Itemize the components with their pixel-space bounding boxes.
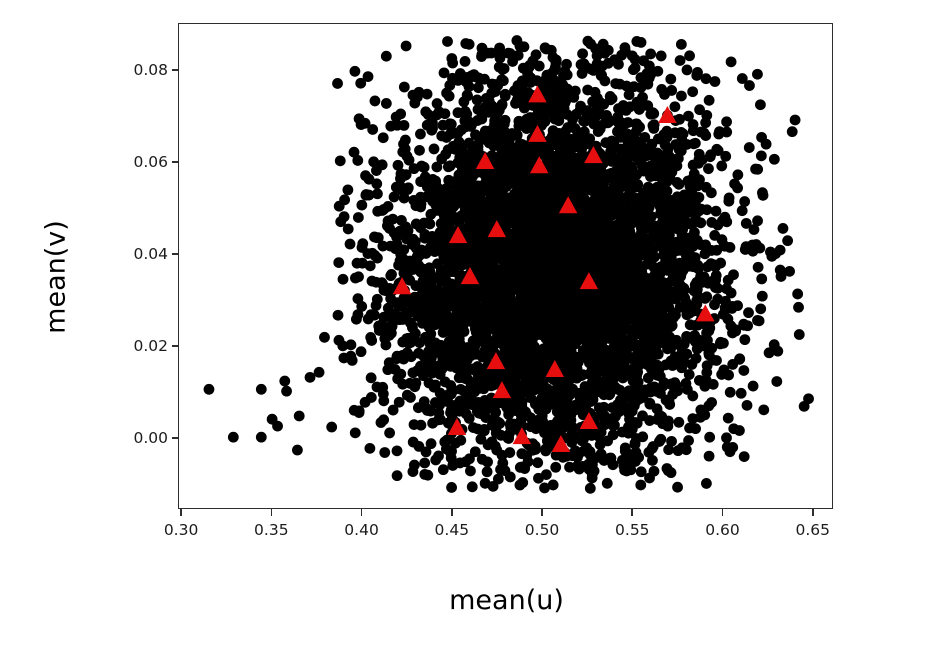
plot-frame [178,23,834,510]
y-tick-label: 0.02 [133,337,168,356]
x-tick-label: 0.40 [344,521,379,539]
x-tick-label: 0.35 [254,521,289,539]
y-tick-mark [172,161,179,163]
x-tick-label: 0.45 [434,521,470,539]
x-tick-mark [811,509,814,516]
x-tick-label: 0.60 [705,521,740,539]
x-tick-mark [631,509,634,516]
x-tick-mark [721,509,724,516]
y-tick-label: 0.00 [133,429,168,448]
x-tick-label: 0.30 [163,521,199,539]
x-tick-mark [270,509,273,516]
y-axis-title: mean(v) [40,220,72,334]
y-tick-label: 0.04 [133,245,168,264]
y-tick-mark [172,253,179,255]
y-tick-label: 0.08 [133,61,168,80]
y-tick-label: 0.06 [133,153,168,172]
scatter-plot-canvas [179,24,833,509]
y-tick-mark [172,437,179,439]
x-tick-mark [360,509,363,516]
x-tick-mark [541,509,543,516]
x-axis-title: mean(u) [449,585,564,616]
y-tick-mark [172,345,179,347]
x-tick-label: 0.55 [615,521,650,539]
x-tick-label: 0.50 [524,521,560,539]
x-tick-label: 0.65 [795,521,831,539]
x-tick-mark [451,509,453,516]
x-tick-mark [180,509,182,516]
y-tick-mark [172,69,179,71]
